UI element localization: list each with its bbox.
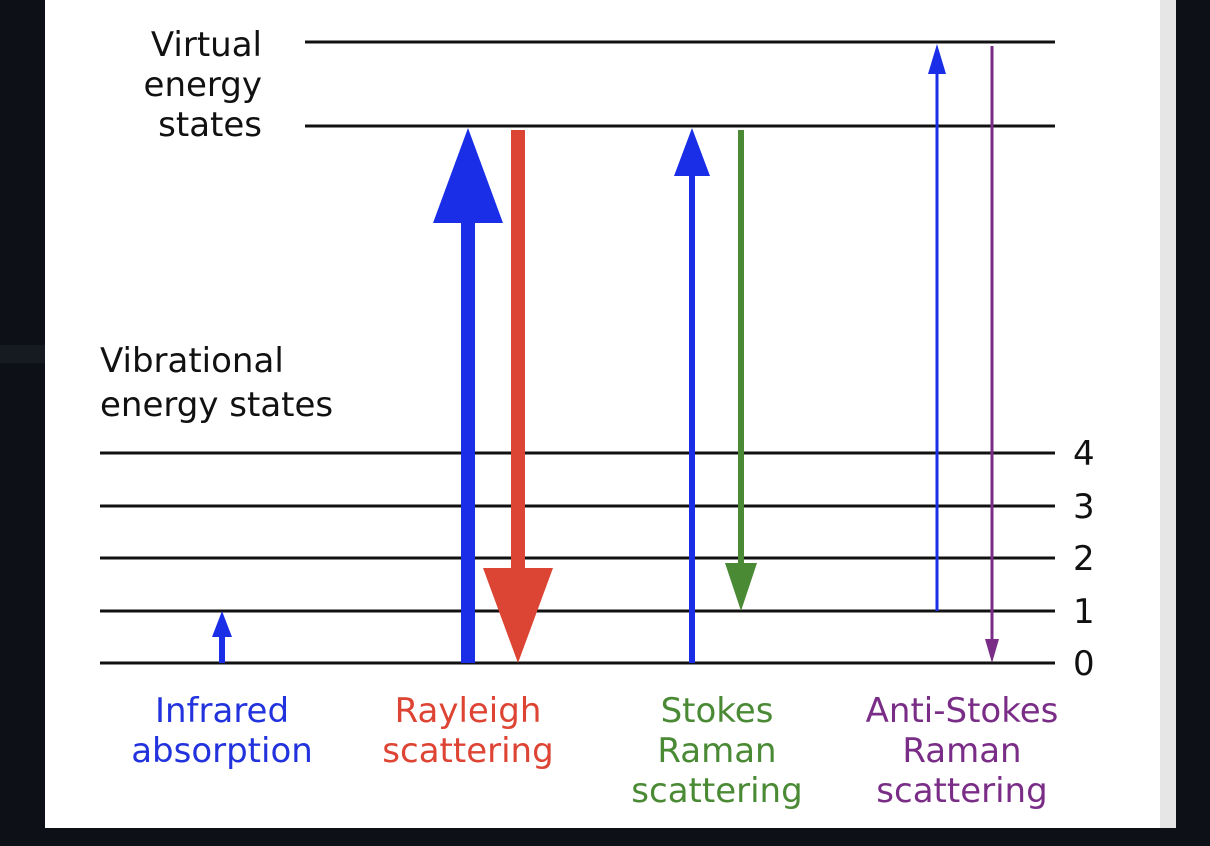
arrow-head xyxy=(725,563,757,611)
level-number: 4 xyxy=(1073,434,1095,474)
arrow-head xyxy=(674,128,710,176)
process-label: Raman xyxy=(902,731,1021,771)
arrow-head xyxy=(985,639,999,663)
virtual-label: states xyxy=(158,105,262,145)
process-label: Infrared xyxy=(155,691,289,731)
vibrational-label: energy states xyxy=(100,385,333,425)
process-label: Stokes xyxy=(661,691,774,731)
virtual-label: Virtual xyxy=(151,25,262,65)
process-label: Anti-Stokes xyxy=(866,691,1059,731)
level-number: 1 xyxy=(1073,592,1095,632)
side-band xyxy=(0,345,45,363)
level-number: 2 xyxy=(1073,539,1095,579)
scrollbar xyxy=(1160,0,1176,828)
arrow-head xyxy=(928,44,946,74)
level-number: 0 xyxy=(1073,644,1095,684)
process-label: scattering xyxy=(876,771,1047,811)
arrow-head xyxy=(212,611,232,637)
vibrational-label: Vibrational xyxy=(100,341,284,381)
process-label: scattering xyxy=(631,771,802,811)
arrow-head xyxy=(433,128,503,223)
arrow-head xyxy=(483,568,553,663)
process-label: scattering xyxy=(382,731,553,771)
process-label: Raman xyxy=(657,731,776,771)
virtual-label: energy xyxy=(144,65,262,105)
level-number: 3 xyxy=(1073,487,1095,527)
diagram-panel xyxy=(45,0,1160,828)
process-label: Rayleigh xyxy=(395,691,542,731)
process-label: absorption xyxy=(131,731,313,771)
